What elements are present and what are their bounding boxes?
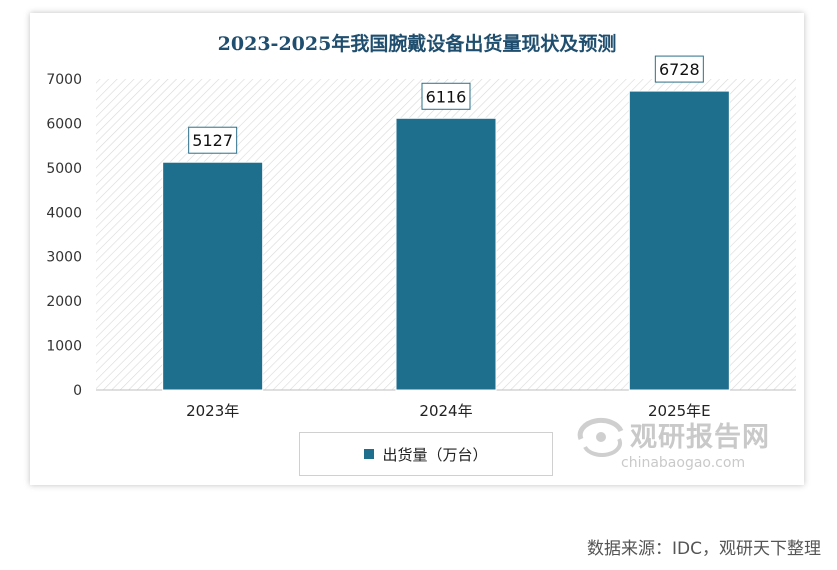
chart-plot: 0 1000 2000 3000 4000 5000 6000 7000 2023年 5127 2…: [46, 55, 796, 420]
y-tick-label: 0: [73, 383, 82, 399]
y-tick-label: 4000: [46, 205, 82, 221]
legend: 出货量（万台）: [299, 432, 553, 476]
data-label: 5127: [192, 131, 233, 150]
data-label: 6728: [659, 60, 700, 79]
legend-label: 出货量（万台）: [382, 445, 488, 464]
chart-frame: 2023-2025年我国腕戴设备出货量现状及预测 0 1000 2000 3000 40…: [30, 13, 804, 485]
chart-title: 2023-2025年我国腕戴设备出货量现状及预测: [217, 33, 617, 55]
y-tick-label: 6000: [46, 116, 82, 132]
y-tick-label: 5000: [46, 161, 82, 177]
y-tick-label: 1000: [46, 339, 82, 355]
data-label-box: [654, 55, 704, 83]
bar: [162, 161, 264, 391]
bar: [628, 90, 730, 391]
bar: [395, 117, 497, 391]
legend-swatch: [364, 449, 375, 459]
x-tick-label: 2023年: [186, 402, 239, 420]
y-tick-label: 3000: [46, 250, 82, 266]
y-tick-label: 7000: [46, 72, 82, 88]
data-label: 6116: [426, 87, 467, 106]
x-tick-label: 2025年E: [648, 402, 711, 420]
y-tick-label: 2000: [46, 294, 82, 310]
x-tick-label: 2024年: [419, 402, 472, 420]
data-label-box: [421, 82, 471, 110]
data-label-box: [188, 126, 238, 154]
source-note: 数据来源：IDC，观研天下整理: [587, 539, 821, 559]
